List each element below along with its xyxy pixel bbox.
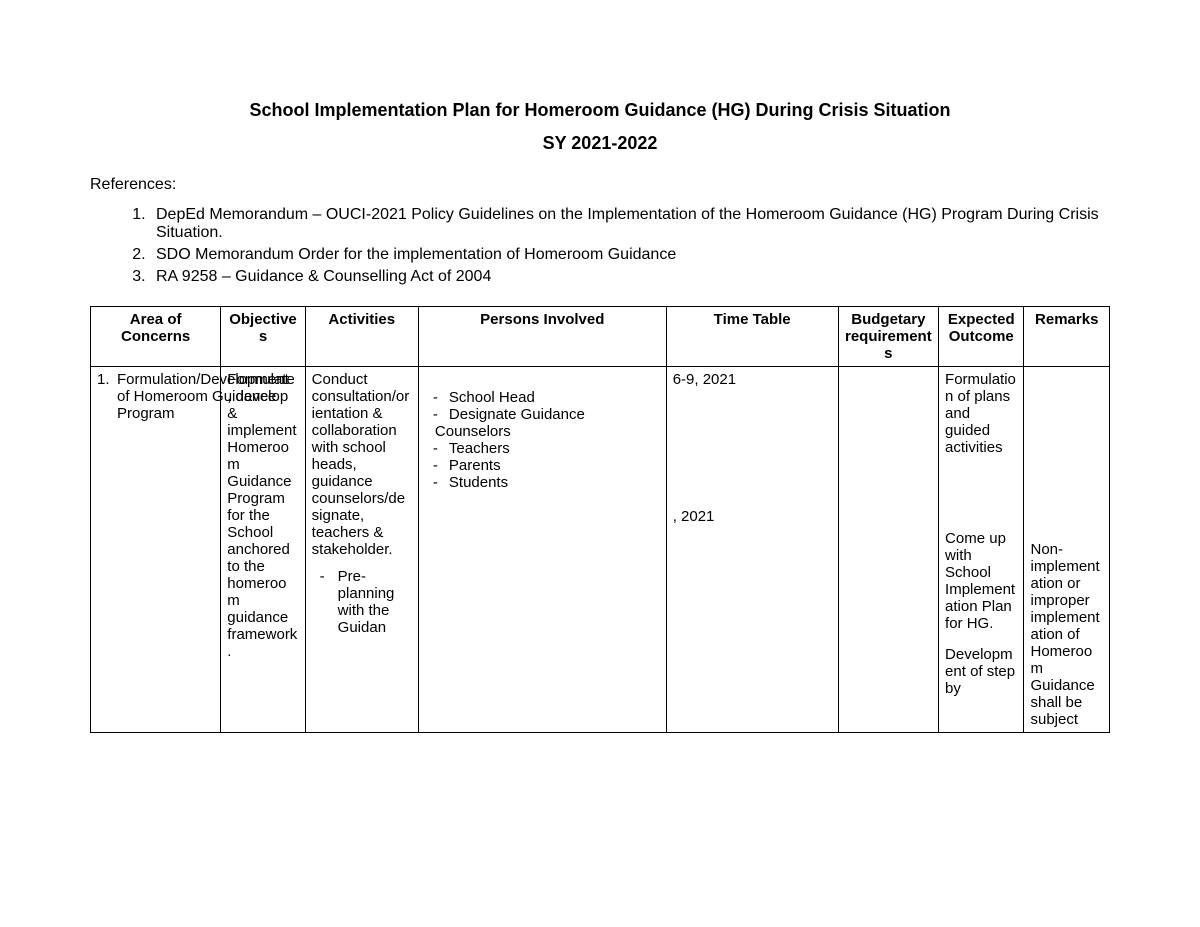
cell-persons: School Head Designate Guidance Counselor… [418, 367, 666, 733]
page-subtitle: SY 2021-2022 [90, 133, 1110, 154]
col-header-outcome: Expected Outcome [939, 307, 1024, 367]
cell-remarks: Non-implementation or improper implement… [1024, 367, 1110, 733]
reference-item: SDO Memorandum Order for the implementat… [150, 246, 1110, 264]
cell-objectives: Formulate, develop & implement Homeroom … [221, 367, 305, 733]
person-item: Designate Guidance Counselors [435, 406, 660, 440]
dash-icon: - [312, 568, 338, 636]
table-header-row: Area of Concerns Objectives Activities P… [91, 307, 1110, 367]
table-row: 1. Formulation/Development of Homeroom G… [91, 367, 1110, 733]
outcome-p3: Development of step by [945, 646, 1017, 697]
cell-budget [838, 367, 938, 733]
reference-item: RA 9258 – Guidance & Counselling Act of … [150, 268, 1110, 286]
references-label: References: [90, 176, 1110, 194]
cell-activities: Conduct consultation/orientation & colla… [305, 367, 418, 733]
reference-item: DepEd Memorandum – OUCI-2021 Policy Guid… [150, 206, 1110, 242]
row-number: 1. [97, 371, 117, 422]
implementation-plan-table: Area of Concerns Objectives Activities P… [90, 306, 1110, 733]
page-title: School Implementation Plan for Homeroom … [90, 100, 1110, 121]
activities-sub: Pre-planning with the Guidan [338, 568, 412, 636]
activities-main: Conduct consultation/orientation & colla… [312, 371, 412, 558]
time-line-1: 6-9, 2021 [673, 371, 832, 388]
persons-list: School Head Designate Guidance Counselor… [425, 389, 660, 491]
col-header-area: Area of Concerns [91, 307, 221, 367]
cell-area: 1. Formulation/Development of Homeroom G… [91, 367, 221, 733]
cell-timetable: 6-9, 2021 , 2021 [666, 367, 838, 733]
person-item: School Head [435, 389, 660, 406]
col-header-persons: Persons Involved [418, 307, 666, 367]
document-page: School Implementation Plan for Homeroom … [0, 0, 1200, 733]
col-header-budget: Budgetary requirements [838, 307, 938, 367]
person-item: Teachers [435, 440, 660, 457]
col-header-time: Time Table [666, 307, 838, 367]
remarks-text: Non-implementation or improper implement… [1030, 541, 1103, 728]
cell-outcome: Formulation of plans and guided activiti… [939, 367, 1024, 733]
outcome-p2: Come up with School Implementation Plan … [945, 530, 1017, 632]
outcome-p1: Formulation of plans and guided activiti… [945, 371, 1017, 456]
time-line-2: , 2021 [673, 508, 832, 525]
person-item: Students [435, 474, 660, 491]
col-header-obj: Objectives [221, 307, 305, 367]
col-header-act: Activities [305, 307, 418, 367]
col-header-remarks: Remarks [1024, 307, 1110, 367]
person-item: Parents [435, 457, 660, 474]
references-list: DepEd Memorandum – OUCI-2021 Policy Guid… [90, 206, 1110, 286]
